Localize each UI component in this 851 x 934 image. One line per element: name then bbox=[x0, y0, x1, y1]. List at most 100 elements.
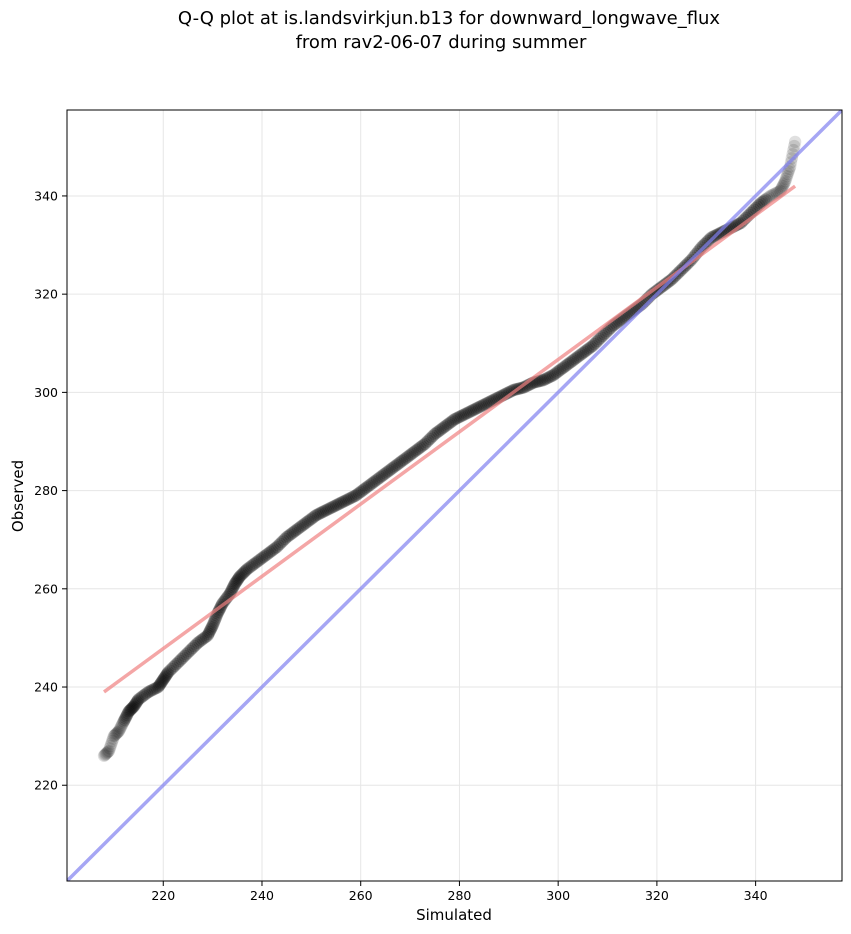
data-point bbox=[126, 701, 140, 714]
data-point bbox=[598, 328, 611, 341]
data-point bbox=[555, 362, 568, 376]
data-point bbox=[230, 575, 243, 588]
data-point bbox=[306, 511, 320, 524]
data-point bbox=[760, 192, 774, 205]
data-point bbox=[183, 644, 196, 658]
data-point bbox=[551, 365, 565, 378]
data-point bbox=[287, 526, 300, 539]
data-point bbox=[106, 732, 120, 745]
data-point bbox=[398, 452, 412, 465]
data-point bbox=[202, 627, 215, 641]
data-point bbox=[260, 548, 274, 561]
data-point bbox=[238, 565, 251, 578]
data-point bbox=[295, 519, 308, 533]
data-point bbox=[372, 472, 386, 485]
data-point bbox=[558, 360, 571, 373]
data-point bbox=[204, 622, 218, 636]
data-point bbox=[780, 170, 794, 183]
data-point bbox=[458, 408, 471, 421]
data-point bbox=[356, 484, 369, 497]
data-point bbox=[185, 643, 198, 656]
data-point bbox=[474, 400, 488, 413]
data-point bbox=[120, 710, 133, 723]
data-point bbox=[257, 550, 270, 564]
data-point bbox=[359, 481, 372, 495]
data-point bbox=[228, 577, 242, 591]
data-point bbox=[196, 632, 209, 646]
data-point bbox=[147, 683, 160, 696]
data-point bbox=[143, 684, 157, 698]
data-point bbox=[535, 374, 548, 387]
data-point bbox=[218, 594, 232, 607]
data-point bbox=[296, 518, 310, 532]
data-point bbox=[594, 331, 608, 344]
data-point bbox=[431, 425, 445, 438]
data-point bbox=[157, 673, 170, 686]
data-point bbox=[159, 669, 172, 683]
grid-lines bbox=[67, 110, 842, 881]
data-point bbox=[410, 443, 423, 457]
data-point bbox=[234, 569, 248, 582]
data-point bbox=[232, 571, 246, 584]
data-point bbox=[466, 404, 479, 417]
data-point bbox=[178, 649, 191, 663]
data-point bbox=[157, 672, 171, 685]
data-point bbox=[156, 674, 169, 688]
data-point bbox=[171, 656, 185, 669]
data-point bbox=[203, 625, 216, 639]
data-point bbox=[132, 693, 145, 706]
data-point bbox=[198, 631, 211, 645]
data-point bbox=[757, 194, 771, 208]
data-point bbox=[418, 437, 432, 451]
data-point bbox=[128, 699, 141, 712]
data-point bbox=[361, 480, 374, 494]
data-point bbox=[586, 339, 599, 352]
y-axis-label: Observed bbox=[9, 460, 27, 532]
data-point bbox=[168, 659, 181, 672]
data-point bbox=[278, 532, 292, 546]
data-point bbox=[550, 366, 563, 379]
data-point bbox=[229, 576, 242, 589]
data-point bbox=[111, 725, 125, 739]
data-point bbox=[191, 636, 205, 650]
data-point bbox=[472, 400, 486, 414]
data-point bbox=[155, 675, 168, 689]
data-point bbox=[788, 139, 801, 153]
data-point bbox=[593, 332, 606, 346]
data-point bbox=[402, 450, 415, 463]
data-point bbox=[129, 698, 142, 711]
data-point bbox=[323, 502, 336, 515]
data-point bbox=[290, 523, 303, 537]
data-point bbox=[425, 431, 438, 444]
data-point bbox=[275, 535, 288, 549]
x-tick-label: 220 bbox=[151, 888, 175, 903]
data-point bbox=[369, 474, 382, 487]
data-point bbox=[194, 634, 208, 647]
data-point bbox=[106, 734, 119, 748]
data-point bbox=[394, 456, 407, 469]
data-point bbox=[118, 713, 131, 726]
data-point bbox=[181, 646, 195, 659]
data-point bbox=[468, 403, 481, 416]
data-point bbox=[548, 367, 562, 381]
data-point bbox=[405, 447, 418, 460]
data-point bbox=[379, 467, 392, 480]
data-point bbox=[142, 685, 155, 699]
x-tick-label: 340 bbox=[744, 888, 768, 903]
data-point bbox=[775, 181, 789, 194]
data-point bbox=[199, 630, 213, 643]
data-point bbox=[283, 528, 297, 541]
data-point bbox=[435, 423, 448, 436]
data-point bbox=[208, 613, 222, 626]
plot-content bbox=[67, 110, 842, 881]
data-point bbox=[566, 354, 580, 367]
data-point bbox=[576, 346, 590, 360]
data-point bbox=[233, 570, 246, 583]
data-point bbox=[186, 641, 200, 654]
data-point bbox=[407, 446, 420, 459]
data-point bbox=[456, 409, 469, 422]
data-point bbox=[428, 427, 441, 441]
data-point bbox=[124, 702, 138, 716]
data-point bbox=[387, 461, 400, 474]
